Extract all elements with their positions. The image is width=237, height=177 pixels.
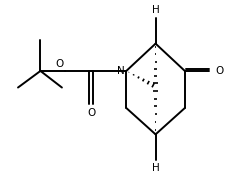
Text: O: O [87, 108, 95, 118]
Text: H: H [152, 163, 160, 173]
Text: H: H [152, 5, 160, 15]
Text: O: O [216, 66, 224, 76]
Text: O: O [55, 59, 63, 69]
Text: N: N [117, 65, 124, 76]
